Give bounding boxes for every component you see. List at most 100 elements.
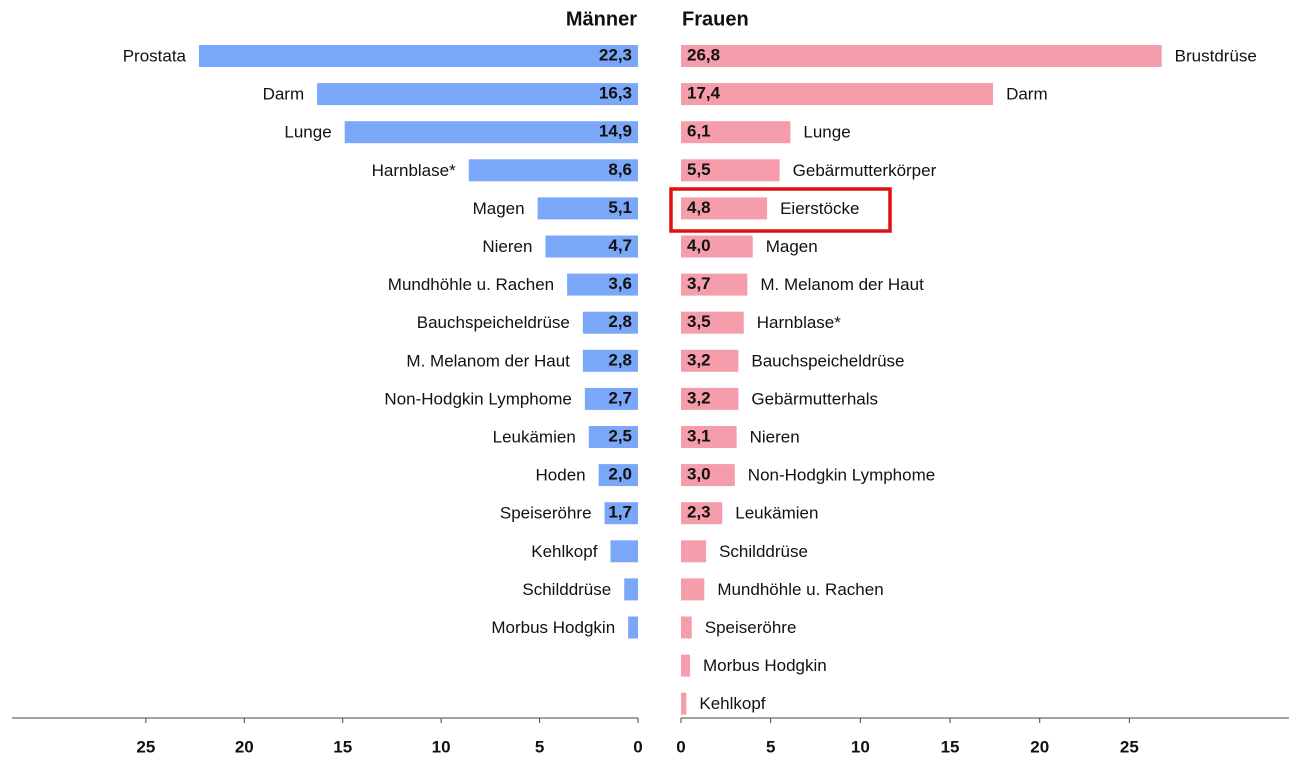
category-label: Kehlkopf [531,542,597,561]
x-tick-label: 5 [766,737,775,756]
category-label: Nieren [482,237,532,256]
category-label: Magen [766,237,818,256]
x-tick-label: 20 [235,737,254,756]
bar [681,83,994,106]
bar [681,692,687,715]
value-label: 26,8 [687,45,720,64]
value-label: 3,7 [687,274,711,293]
category-label: Non-Hodgkin Lymphome [384,389,571,408]
category-label: Darm [263,85,305,104]
bar [681,540,707,563]
panel-title: Männer [566,8,637,30]
category-label: M. Melanom der Haut [406,351,570,370]
bar [344,121,638,144]
x-tick-label: 25 [1120,737,1139,756]
x-tick-label: 15 [333,737,352,756]
value-label: 4,7 [608,236,632,255]
category-label: Gebärmutterhals [751,389,878,408]
bar [681,349,739,372]
value-label: 2,0 [608,465,632,484]
category-label: Non-Hodgkin Lymphome [748,466,935,485]
x-tick-label: 15 [941,737,960,756]
bar [681,197,768,220]
value-label: 2,8 [608,312,632,331]
value-label: 2,5 [608,426,632,445]
value-label: 3,1 [687,426,711,445]
bar [610,540,638,563]
value-label: 2,7 [608,388,632,407]
bar [681,45,1162,67]
bar [582,311,638,334]
highlight-box [669,187,892,233]
category-label: Magen [473,199,525,218]
category-label: Kehlkopf [699,694,765,713]
value-label: 8,6 [608,160,632,179]
value-label: 5,1 [608,198,632,217]
bar [468,159,638,182]
value-label: 2,8 [608,350,632,369]
category-label: Mundhöhle u. Rachen [717,580,883,599]
bar [681,235,753,258]
bar [681,654,690,677]
x-tick-label: 5 [535,737,544,756]
category-label: Harnblase* [757,313,841,332]
value-label: 2,3 [687,503,711,522]
category-label: Darm [1006,85,1048,104]
category-label: Lunge [803,123,850,142]
bar [598,464,638,487]
category-label: Morbus Hodgkin [703,656,827,675]
value-label: 4,0 [687,236,711,255]
bar [317,83,638,106]
bar [537,197,638,220]
category-label: Schilddrüse [522,580,611,599]
category-label: Leukämien [493,427,576,446]
value-label: 3,2 [687,388,711,407]
x-tick-label: 10 [432,737,451,756]
bar [681,616,692,639]
bar [681,159,780,182]
category-label: Prostata [123,46,187,65]
bar [199,45,638,67]
bar [567,273,638,296]
bar [582,349,638,372]
x-tick-label: 25 [136,737,155,756]
category-label: Hoden [536,466,586,485]
category-label: Eierstöcke [780,199,859,218]
category-label: Mundhöhle u. Rachen [388,275,554,294]
category-label: Bauchspeicheldrüse [751,351,904,370]
x-tick-label: 20 [1030,737,1049,756]
category-label: Nieren [750,427,800,446]
bar [681,311,744,334]
category-label: Bauchspeicheldrüse [417,313,570,332]
bar [681,121,791,144]
value-label: 3,0 [687,465,711,484]
bar [681,464,735,487]
x-tick-label: 0 [676,737,685,756]
category-label: Harnblase* [372,161,456,180]
category-label: Brustdrüse [1175,46,1257,65]
x-tick-label: 10 [851,737,870,756]
value-label: 3,6 [608,274,632,293]
bar [681,426,737,448]
category-label: Gebärmutterkörper [793,161,937,180]
value-label: 1,7 [608,503,632,522]
value-label: 17,4 [687,84,721,103]
value-label: 6,1 [687,122,711,141]
category-label: M. Melanom der Haut [760,275,924,294]
category-label: Morbus Hodgkin [491,618,615,637]
bar [628,616,638,639]
value-label: 16,3 [599,84,632,103]
bar [681,502,723,525]
value-label: 14,9 [599,122,632,141]
bar [588,426,638,448]
bar [545,235,638,258]
category-label: Lunge [284,123,331,142]
bar [604,502,638,525]
panel-title: Frauen [682,8,749,30]
category-label: Schilddrüse [719,542,808,561]
value-label: 3,5 [687,312,711,331]
category-label: Leukämien [735,504,818,523]
category-label: Speiseröhre [500,504,592,523]
value-label: 3,2 [687,350,711,369]
